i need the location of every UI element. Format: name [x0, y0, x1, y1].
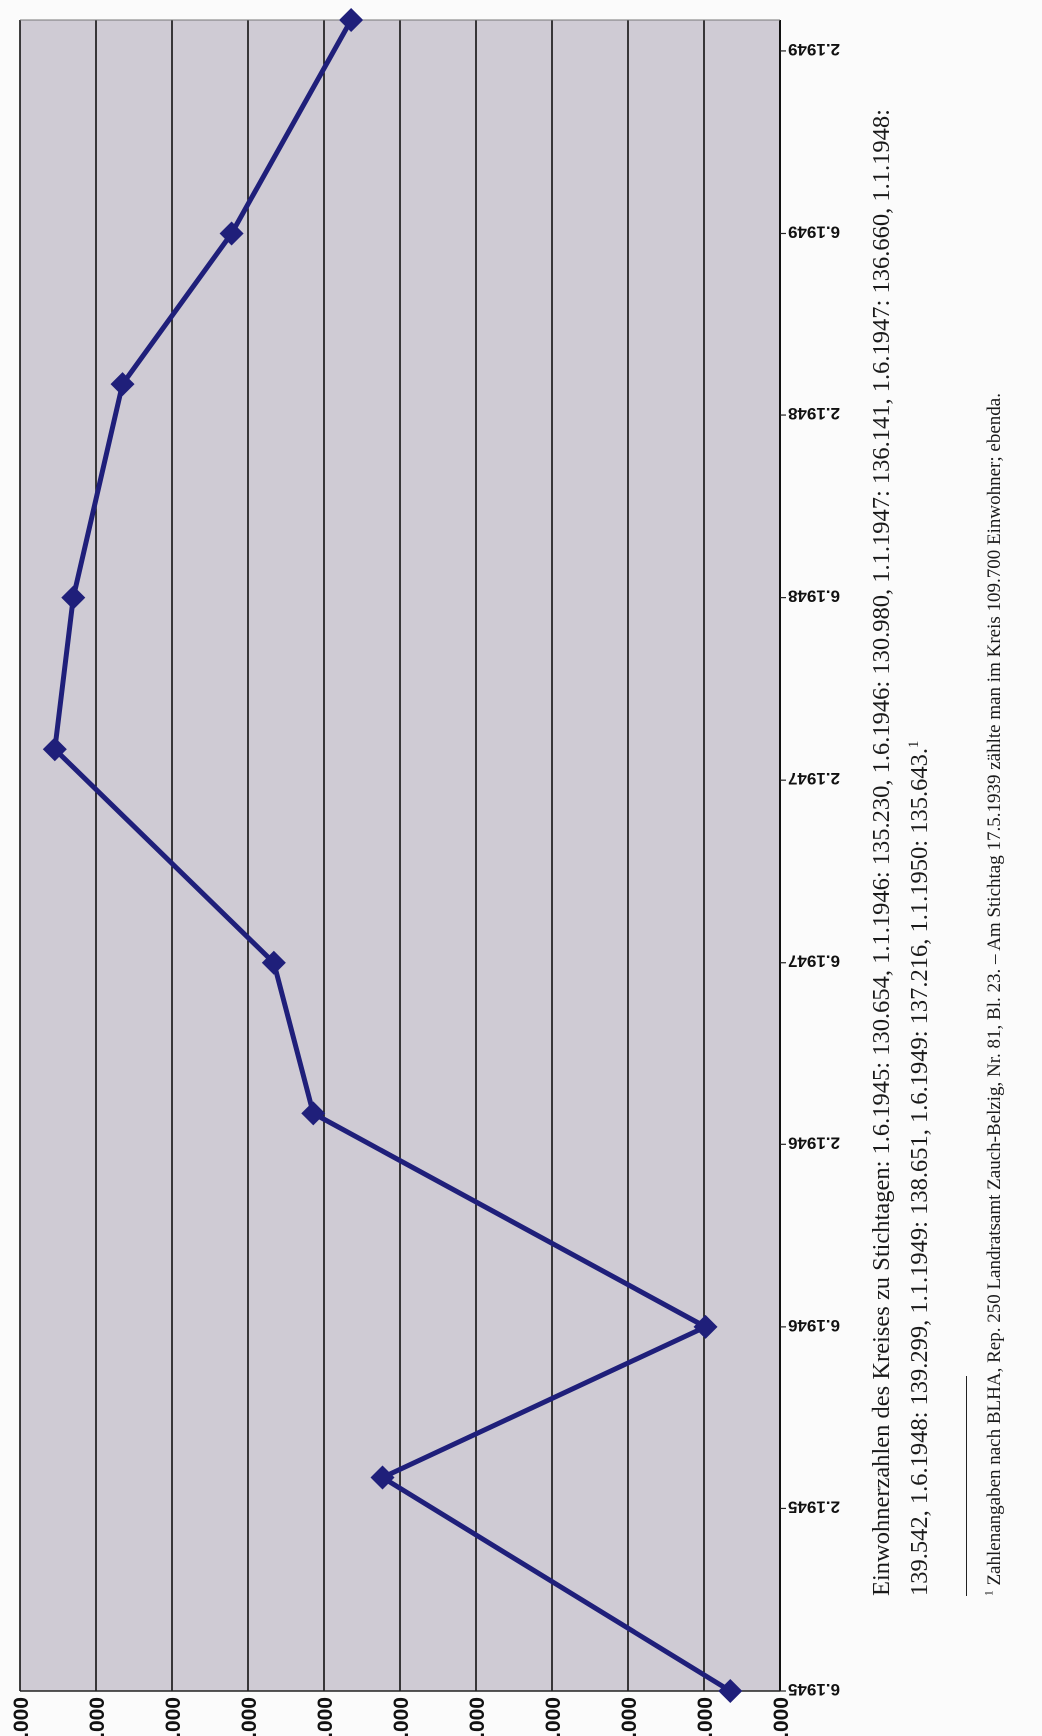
- y-tick-label: 133.000: [542, 1697, 565, 1736]
- y-tick-label: 140.000: [10, 1697, 33, 1736]
- series-markers: [42, 8, 743, 1703]
- data-point-marker: [219, 221, 244, 246]
- y-tick-label: 131.000: [694, 1697, 717, 1736]
- y-tick-label: 130.000: [770, 1697, 793, 1736]
- data-point-marker: [301, 1101, 326, 1126]
- gridlines: [19, 19, 781, 1692]
- data-point-marker: [261, 950, 286, 975]
- data-point-marker: [110, 372, 135, 397]
- x-tick-label: 01.12.1947: [788, 769, 840, 788]
- y-tick-label: 137.000: [238, 1697, 261, 1736]
- x-tick-label: 01.12.1948: [788, 404, 840, 423]
- x-tick-label: 01.06.1945: [788, 1680, 840, 1699]
- y-tick-label: 139.000: [86, 1697, 109, 1736]
- footnote-text: Zahlenangaben nach BLHA, Rep. 250 Landra…: [984, 393, 1005, 1591]
- footnote-marker: 1: [983, 1590, 996, 1596]
- footnote-rule: [966, 1376, 967, 1596]
- x-tick-label: 01.12.1945: [788, 1497, 840, 1516]
- x-tick-label: 01.06.1949: [788, 222, 840, 241]
- data-point-marker: [718, 1679, 743, 1703]
- y-axis-tick-labels: 130.000 131.000 132.000 133.000 134.000 135.0…: [10, 1697, 793, 1736]
- y-tick-label: 135.000: [390, 1697, 413, 1736]
- caption-footnote-marker: 1: [905, 740, 922, 749]
- data-point-marker: [42, 737, 67, 762]
- x-axis-tick-labels: 01.06.1945 01.12.1945 01.06.1946 01.12.1946…: [780, 40, 840, 1699]
- y-tick-label: 138.000: [162, 1697, 185, 1736]
- figure-caption: Einwohnerzahlen des Kreises zu Stichtage…: [863, 36, 939, 1596]
- series-polyline: [52, 18, 732, 1694]
- y-tick-label: 136.000: [314, 1697, 337, 1736]
- x-tick-label: 01.06.1948: [788, 587, 840, 606]
- y-tick-label: 134.000: [466, 1697, 489, 1736]
- x-tick-label: 01.06.1946: [788, 1316, 840, 1335]
- data-point-marker: [339, 8, 364, 32]
- population-line-chart: 130.000 131.000 132.000 133.000 134.000 135.0…: [10, 8, 840, 1736]
- footnote: 1 Zahlenangaben nach BLHA, Rep. 250 Land…: [982, 36, 1008, 1596]
- caption-text: Einwohnerzahlen des Kreises zu Stichtage…: [868, 109, 933, 1596]
- series-line: [52, 18, 732, 1694]
- x-tick-label: 01.06.1947: [788, 952, 840, 971]
- x-tick-label: 01.12.1949: [788, 40, 840, 59]
- y-tick-label: 132.000: [618, 1697, 641, 1736]
- x-tick-label: 01.12.1946: [788, 1133, 840, 1152]
- data-point-marker: [61, 585, 86, 610]
